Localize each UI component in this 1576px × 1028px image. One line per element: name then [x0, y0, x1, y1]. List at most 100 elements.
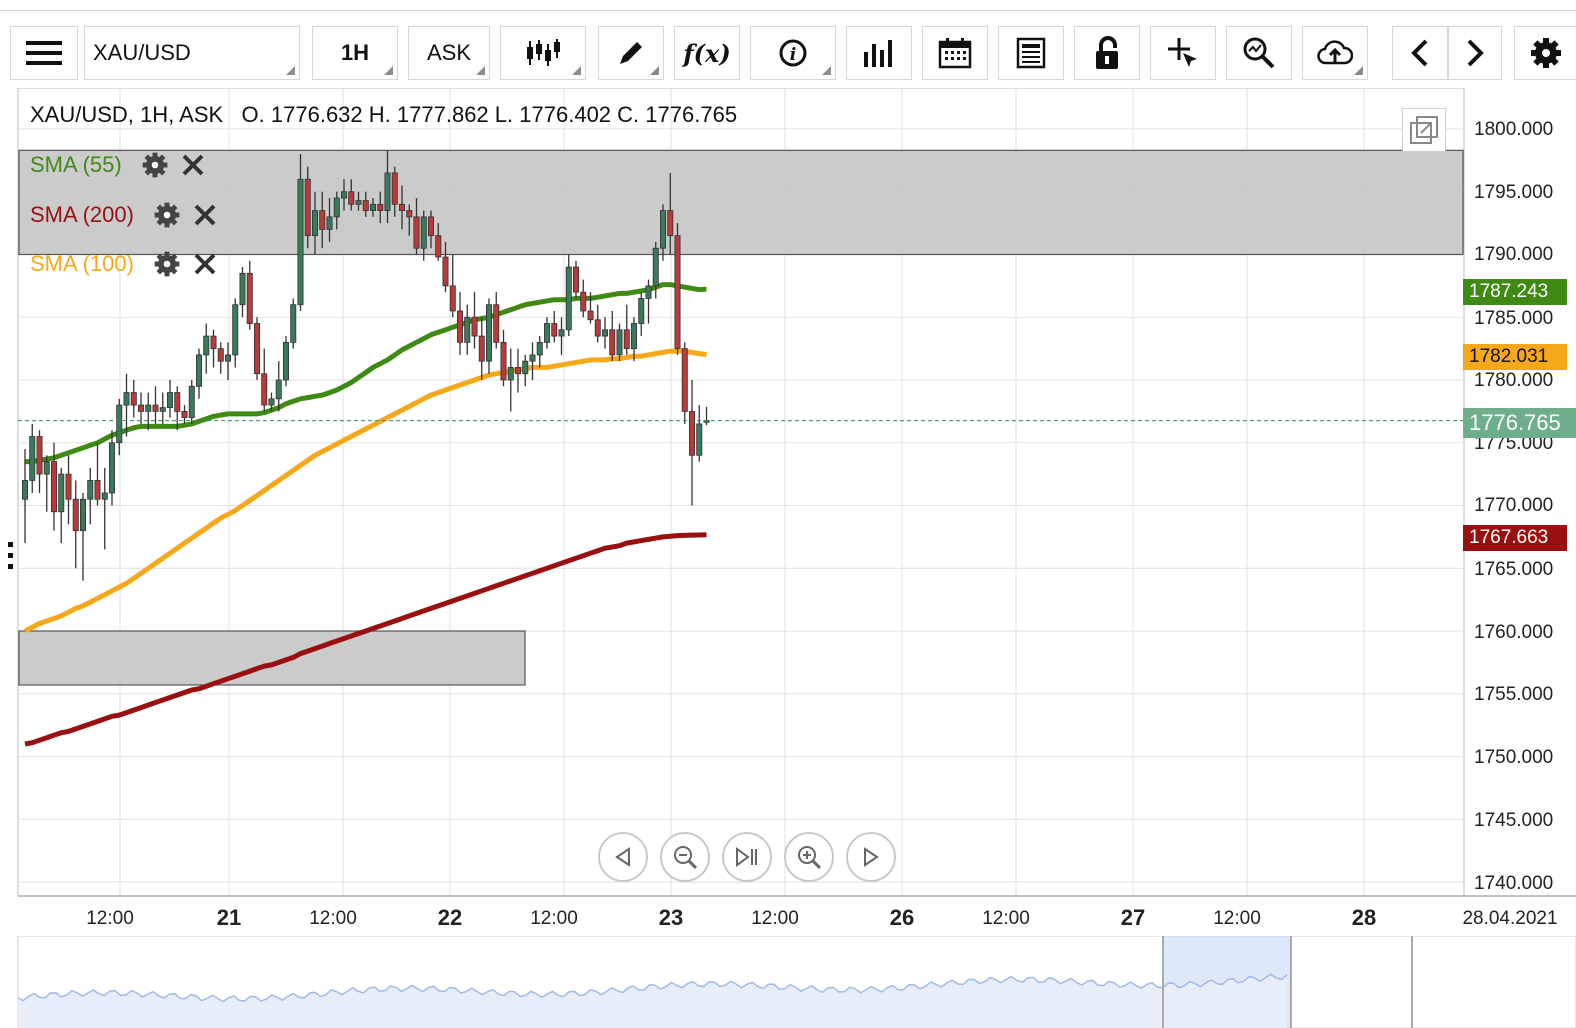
- pane-resize-handle[interactable]: [8, 536, 14, 576]
- triangle-right-icon: [864, 847, 879, 867]
- candle-body: [290, 304, 297, 343]
- y-tick-label: 1740.000: [1474, 873, 1554, 894]
- info-button[interactable]: i: [750, 26, 836, 80]
- chart-type-button[interactable]: [500, 26, 586, 80]
- sma100-label: SMA (100): [30, 251, 134, 276]
- volume-button[interactable]: [846, 26, 912, 80]
- candle-body: [384, 172, 391, 211]
- y-tick-label: 1770.000: [1474, 495, 1554, 516]
- sma100-price-tag: 1782.031: [1463, 344, 1567, 370]
- scroll-left-button[interactable]: [1392, 26, 1448, 80]
- candle-body: [195, 354, 202, 387]
- candle-body: [304, 178, 311, 237]
- calendar-button[interactable]: [922, 26, 988, 80]
- reset-view-button[interactable]: [722, 832, 772, 882]
- skip-to-end-icon: [736, 847, 757, 867]
- candle-body: [58, 473, 65, 513]
- symbol-selector[interactable]: XAU/USD: [84, 26, 300, 80]
- candle-body: [109, 442, 116, 494]
- settings-button[interactable]: [1514, 26, 1576, 80]
- function-icon: f(x): [683, 38, 731, 68]
- x-tick-label: 26: [889, 905, 915, 930]
- candle-body: [602, 329, 609, 337]
- candle-body: [188, 385, 195, 419]
- news-button[interactable]: [998, 26, 1064, 80]
- side-selector[interactable]: ASK: [408, 26, 490, 80]
- sma100-line: [23, 348, 707, 634]
- chart-area[interactable]: XAU/USD, 1H, ASK O. 1776.632 H. 1777.862…: [8, 88, 1576, 1028]
- candle-body: [326, 216, 333, 230]
- gear-icon: [154, 251, 180, 277]
- price-chart[interactable]: [8, 88, 1576, 1028]
- zone-resistance: [18, 149, 1464, 256]
- symbol-label: XAU/USD: [93, 40, 191, 65]
- sma200-settings-button[interactable]: [152, 200, 182, 230]
- draw-tools-button[interactable]: [598, 26, 664, 80]
- x-tick-label: 21: [216, 905, 242, 930]
- candle-body: [594, 319, 601, 337]
- pan-right-button[interactable]: [846, 832, 896, 882]
- zoom-button[interactable]: [1226, 26, 1292, 80]
- x-tick-label: 28: [1351, 905, 1377, 930]
- x-tick-label: 12:00: [309, 908, 357, 929]
- candle-body: [311, 210, 318, 237]
- crosshair-icon: [1168, 38, 1197, 67]
- candle-body: [362, 200, 369, 211]
- candle-body: [333, 197, 340, 218]
- sma55-settings-button[interactable]: [140, 150, 170, 180]
- sma200-remove-button[interactable]: [190, 200, 220, 230]
- scroll-right-button[interactable]: [1448, 26, 1502, 80]
- candle-body: [435, 235, 442, 258]
- sma55-price-tag: 1787.243: [1463, 279, 1567, 305]
- candle-body: [253, 323, 260, 375]
- legend-sma200: SMA (200): [30, 198, 228, 232]
- navigator-overview[interactable]: [8, 936, 1576, 1028]
- lock-button[interactable]: [1074, 26, 1140, 80]
- interval-selector[interactable]: 1H: [312, 26, 398, 80]
- indicators-button[interactable]: f(x): [674, 26, 740, 80]
- candle-body: [21, 479, 28, 500]
- candle-body: [101, 492, 108, 500]
- menu-icon: [26, 41, 62, 65]
- legend-sma100: SMA (100): [30, 247, 228, 281]
- candle-body: [268, 398, 275, 406]
- zoom-out-button[interactable]: [660, 832, 710, 882]
- candle-body: [377, 203, 384, 211]
- candle-body: [667, 210, 674, 237]
- navigator-area: [18, 974, 1287, 1028]
- popout-button[interactable]: [1402, 108, 1446, 152]
- zoom-out-icon: [674, 846, 698, 870]
- candle-body: [391, 172, 398, 205]
- toolbar: XAU/USD 1H ASK f(x) i: [0, 24, 1576, 84]
- candle-body: [529, 354, 536, 362]
- pan-left-button[interactable]: [598, 832, 648, 882]
- candle-body: [145, 404, 152, 412]
- candle-body: [137, 404, 144, 412]
- y-tick-label: 1790.000: [1474, 244, 1554, 265]
- cloud-upload-button[interactable]: [1302, 26, 1368, 80]
- candle-body: [536, 341, 543, 356]
- info-icon: i: [779, 39, 807, 67]
- candle-body: [43, 461, 50, 475]
- candle-body: [638, 298, 645, 324]
- low-label: L.: [494, 102, 514, 127]
- x-tick-label: 23: [658, 905, 684, 930]
- high-value: 1777.862: [396, 102, 489, 127]
- y-tick-label: 1760.000: [1474, 622, 1554, 643]
- candle-body: [645, 285, 652, 299]
- menu-button[interactable]: [10, 26, 78, 80]
- candle-body: [522, 360, 529, 375]
- candle-body: [464, 316, 471, 343]
- y-tick-label: 1755.000: [1474, 684, 1554, 705]
- zoom-in-button[interactable]: [784, 832, 834, 882]
- sma100-settings-button[interactable]: [152, 249, 182, 279]
- sma55-remove-button[interactable]: [178, 150, 208, 180]
- candle-body: [413, 216, 420, 249]
- candle-body: [152, 404, 159, 412]
- sma100-remove-button[interactable]: [190, 249, 220, 279]
- candle-body: [573, 266, 580, 293]
- candle-body: [580, 291, 587, 312]
- crosshair-button[interactable]: [1150, 26, 1216, 80]
- close-value: 1776.765: [645, 102, 738, 127]
- close-icon: [194, 253, 216, 275]
